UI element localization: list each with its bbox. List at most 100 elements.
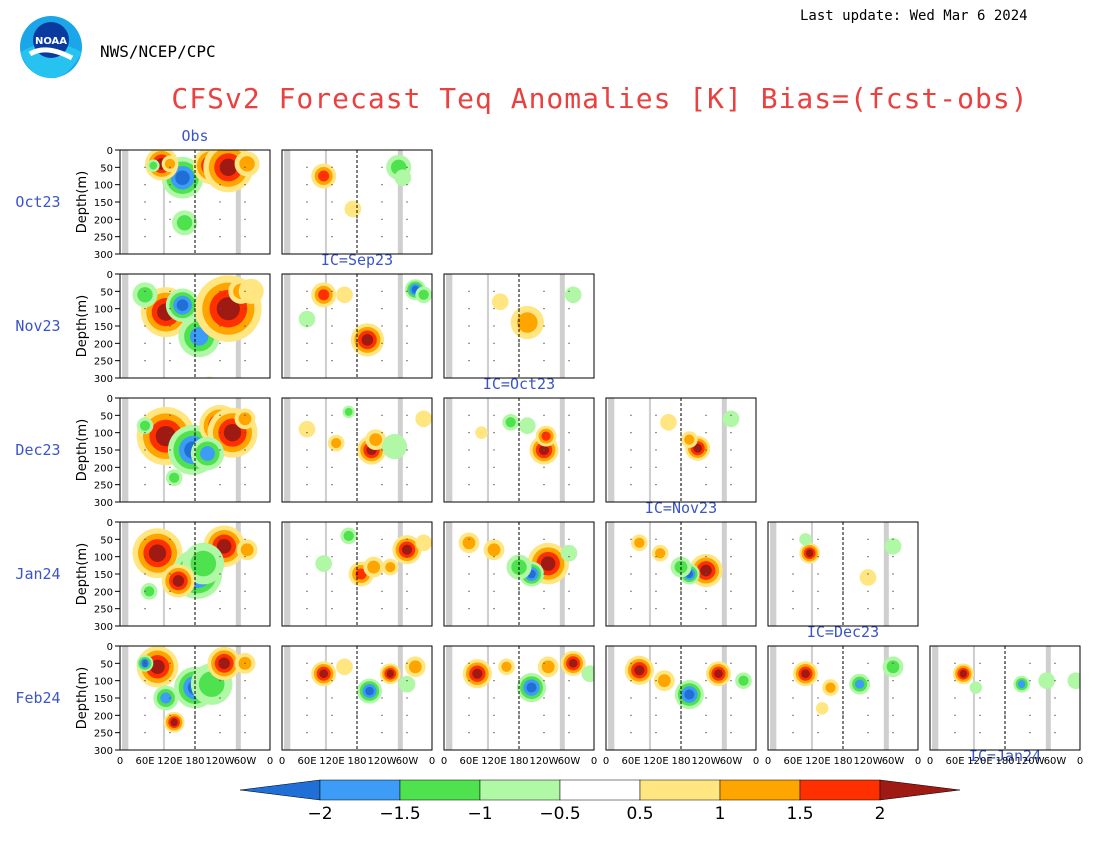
grid-dot [381,235,383,238]
colorbar-label-1: −1.5 [379,804,420,824]
anomaly-contour-5-0 [415,410,432,428]
anomaly-contour-3-1 [487,543,501,557]
colorbar-label-2: −1 [467,804,492,824]
x-tick-label-1-2: 120E [319,756,344,767]
grid-dot [468,290,470,293]
grid-dot [219,607,221,610]
panel-border [605,397,757,503]
grid-dot [169,679,171,682]
anomaly-contour-0-1 [517,312,538,333]
grid-dot [568,662,570,665]
grid-dot [892,731,894,734]
panel-border [119,645,271,751]
anomaly-contour-3-0 [315,555,332,572]
panel-border [119,149,271,255]
grid-dot [892,679,894,682]
grid-dot [705,662,707,665]
grid-dot [331,731,333,734]
grid-dot [169,359,171,362]
grid-dot [244,573,246,575]
grid-dot [705,679,707,682]
grid-dot [543,538,545,541]
panel-contours [122,646,256,750]
grid-dot [979,679,981,682]
anomaly-contour-2-1 [344,407,353,416]
grid-dot [331,714,333,717]
grid-dot [705,414,707,417]
grid-dot [406,431,408,434]
colorbar-box-0 [319,779,401,801]
anomaly-contour-4-1 [657,674,671,688]
grid-dot [244,218,246,221]
grid-dot [381,607,383,610]
grid-dot [244,342,246,345]
grid-dot [730,555,732,558]
colorbar-label-7: 2 [875,804,886,824]
column-header-5: IC=Jan24 [969,747,1041,765]
grid-dot [381,573,383,575]
anomaly-contour-4-1 [634,537,645,548]
grid-dot [244,714,246,717]
grid-dot [493,697,495,699]
grid-dot [244,359,246,362]
panel-contours [770,522,902,626]
panel-1-2 [443,273,595,379]
grid-dot [381,731,383,734]
grid-dot [331,573,333,575]
anomaly-contour-4-0 [298,420,316,438]
grid-dot [680,466,682,469]
anomaly-contour-3-1 [738,675,749,686]
grid-dot [244,201,246,203]
grid-dot [493,307,495,310]
grid-dot [730,414,732,417]
grid-dot [568,414,570,417]
grid-dot [331,449,333,451]
grid-dot [169,573,171,575]
anomaly-contour-0-3 [801,669,810,679]
land-mask-1 [486,274,489,378]
y-tick-label-0-5: 250 [94,233,113,244]
grid-dot [306,235,308,238]
grid-dot [244,679,246,682]
grid-dot [730,731,732,734]
grid-dot [680,590,682,593]
x-tick-label-4-3: 180 [833,756,852,767]
grid-dot [144,662,146,665]
anomaly-contour-3-0 [519,417,536,435]
grid-dot [306,342,308,345]
anomaly-contour-6-1 [331,437,342,449]
grid-dot [792,573,794,575]
grid-dot [792,679,794,682]
y-tick-label-2-4: 200 [94,463,113,474]
grid-dot [1029,714,1031,717]
land-mask-1 [486,398,489,502]
grid-dot [543,449,545,451]
grid-dot [543,731,545,734]
grid-dot [306,359,308,362]
x-tick-label-1-3: 180 [347,756,366,767]
colorbar-box-4 [639,779,721,801]
y-axis-label-2: Depth(m) [75,419,90,481]
grid-dot [630,607,632,610]
grid-dot [493,538,495,541]
grid-dot [244,590,246,593]
anomaly-contour-3-1 [655,548,666,559]
grid-dot [518,342,520,345]
grid-dot [568,555,570,558]
land-mask-2 [235,150,241,254]
grid-dot [655,449,657,451]
grid-dot [655,662,657,665]
grid-dot [543,307,545,310]
grid-dot [817,590,819,593]
x-tick-label-5-5: 60W [1044,756,1067,767]
grid-dot [406,679,408,682]
panel-contours [608,398,740,502]
grid-dot [331,218,333,221]
anomaly-contour-3-0 [1067,672,1080,689]
grid-dot [468,731,470,734]
grid-dot [219,201,221,203]
anomaly-contour-3-0 [344,200,362,218]
panel-border [929,645,1081,751]
anomaly-contour-5-0 [560,544,578,562]
grid-dot [680,714,682,717]
